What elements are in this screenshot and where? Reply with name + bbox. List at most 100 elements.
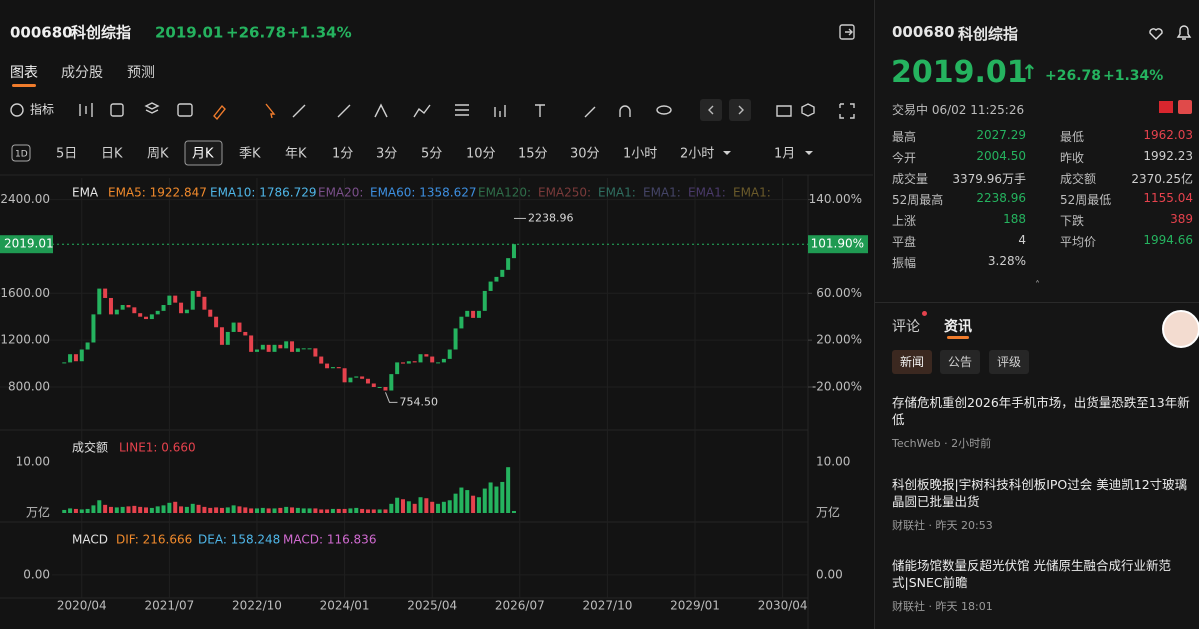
stat-value: 1155.04	[1143, 191, 1193, 205]
period[interactable]: 日K	[101, 147, 123, 162]
candle	[319, 356, 324, 364]
change-pct: +1.34%	[287, 24, 352, 42]
candle	[62, 362, 67, 364]
candle	[266, 344, 271, 352]
volume-bar	[494, 486, 499, 513]
volume-bar	[196, 504, 201, 513]
macd-legend: DEA: 158.248	[198, 533, 280, 547]
news-tab[interactable]: 评论	[892, 319, 920, 335]
period[interactable]: 30分	[570, 147, 600, 162]
volume-bar	[132, 505, 137, 513]
legend-entry: EMA1:	[598, 186, 636, 200]
period[interactable]: 年K	[285, 147, 307, 162]
candle	[85, 342, 90, 350]
tab[interactable]: 成分股	[61, 65, 103, 81]
stat-value: 1992.23	[1143, 149, 1193, 163]
avatar[interactable]	[1162, 310, 1199, 348]
volume-bar	[219, 507, 224, 513]
volume-bar	[348, 508, 353, 513]
news-filter[interactable]: 新闻	[892, 350, 933, 374]
period[interactable]: 5日	[56, 147, 77, 162]
candle	[284, 341, 289, 349]
volume-bar	[406, 501, 411, 513]
pen-icon[interactable]	[213, 104, 226, 121]
volume-bar	[354, 507, 359, 513]
candle	[482, 290, 487, 311]
period[interactable]: 1分	[332, 147, 353, 162]
candle	[488, 281, 493, 291]
indicator-label[interactable]: 指标	[30, 102, 54, 117]
news-tab[interactable]: 资讯	[944, 319, 972, 335]
period[interactable]: 5分	[421, 147, 442, 162]
candle	[214, 316, 219, 328]
news-filter[interactable]: 公告	[940, 350, 981, 374]
news-time: 昨天 20:53	[935, 519, 993, 532]
legend-entry: EMA	[72, 186, 99, 200]
alert-icon[interactable]	[1176, 25, 1192, 40]
volume-bar	[144, 507, 149, 513]
volume-bar	[243, 507, 248, 513]
news-title[interactable]: 储能场馆数量反超光伏馆 光储原生融合成行业新范式|SNEC前瞻	[892, 558, 1171, 590]
candle	[103, 288, 108, 298]
news-title[interactable]: 存储危机重创2026年手机市场，出货量恐跌至13年新低	[892, 395, 1190, 427]
candle	[138, 313, 143, 317]
last-pct-tag	[808, 235, 868, 254]
x-tick-label: 2029/01	[670, 599, 720, 613]
period[interactable]: 15分	[518, 147, 548, 162]
prev-button[interactable]	[700, 99, 722, 121]
favorite-icon[interactable]	[1149, 28, 1163, 40]
next-button[interactable]	[729, 99, 751, 121]
period[interactable]: 1小时	[623, 147, 657, 162]
candle-icon[interactable]	[79, 103, 93, 117]
volume-bar	[231, 505, 236, 513]
box-icon[interactable]	[110, 103, 124, 117]
news-title[interactable]: 科创板晚报|宇树科技科创板IPO过会 美迪凯12寸玻璃晶圆已批量出货	[892, 477, 1188, 509]
candle	[79, 349, 84, 362]
candle	[249, 335, 254, 352]
period[interactable]: 10分	[466, 147, 496, 162]
separator: ·	[940, 437, 952, 450]
period[interactable]: 1月	[774, 147, 795, 162]
vs-icon[interactable]	[177, 103, 193, 117]
tab[interactable]: 预测	[127, 65, 155, 81]
legend-entry: EMA10: 1786.729	[210, 186, 317, 200]
volume-bar	[436, 503, 441, 513]
period[interactable]: 月K	[192, 147, 214, 162]
indicator-icon[interactable]	[10, 103, 24, 117]
news-source: TechWeb	[892, 437, 941, 450]
change-pct: +1.34%	[1103, 68, 1164, 84]
candle	[494, 276, 499, 282]
candle	[325, 363, 330, 369]
volume-bar	[173, 501, 178, 513]
volume-bar	[208, 507, 213, 513]
period[interactable]: 周K	[147, 147, 169, 162]
candle	[447, 349, 452, 359]
volume-bar	[249, 508, 254, 513]
tab[interactable]: 图表	[10, 65, 38, 81]
period[interactable]: 3分	[376, 147, 397, 162]
period[interactable]: 2小时	[680, 147, 714, 162]
cursor-icon[interactable]	[265, 103, 276, 119]
volume-bar	[73, 508, 78, 513]
volume-bar	[91, 505, 96, 513]
volume-bar	[511, 510, 516, 513]
candle	[441, 358, 446, 363]
layers-icon[interactable]	[144, 102, 160, 114]
drawing-tools[interactable]	[292, 103, 855, 119]
stat-value: 2238.96	[976, 191, 1026, 205]
period[interactable]: 1D	[15, 150, 28, 160]
divider	[875, 302, 1199, 303]
volume-bar	[290, 507, 295, 513]
collapse-icon[interactable]	[839, 24, 855, 40]
period-selected[interactable]	[184, 140, 223, 166]
period[interactable]: 季K	[239, 147, 261, 162]
legend-entry: EMA5: 1922.847	[108, 186, 207, 200]
annotation-label: 2238.96	[528, 211, 574, 224]
legend-entry: EMA1:	[733, 186, 771, 200]
period-box[interactable]	[11, 144, 31, 162]
separator: ·	[925, 519, 936, 532]
volume-bar	[465, 490, 470, 513]
candle	[97, 288, 102, 315]
news-filter[interactable]: 评级	[989, 350, 1030, 374]
x-tick-label: 2027/10	[582, 599, 632, 613]
